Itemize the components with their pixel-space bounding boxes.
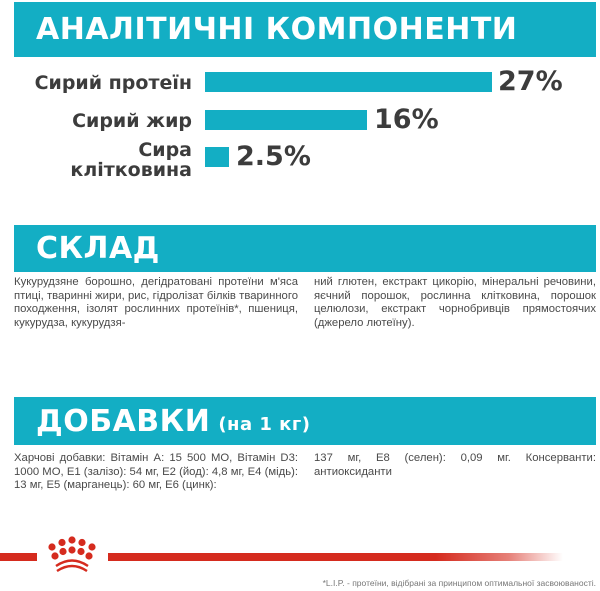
brand-line-left <box>0 553 37 561</box>
additives-text-right: 137 мг, Е8 (селен): 0,09 мг. Консерванти… <box>314 452 596 478</box>
analytical-components-header: АНАЛІТИЧНІ КОМПОНЕНТИ <box>14 2 596 57</box>
chart-label-line1: Сира <box>138 139 192 161</box>
composition-header: СКЛАД <box>14 225 596 272</box>
chart-row-fat: Сирий жир 16% <box>0 105 600 145</box>
additives-header: ДОБАВКИ (на 1 кг) <box>14 397 596 445</box>
chart-label: Сирий протеїн <box>34 72 192 94</box>
chart-row-fiber: Сира клітковина 2.5% <box>0 140 600 180</box>
chart-value: 16% <box>374 104 439 135</box>
crown-icon <box>48 536 96 573</box>
chart-value: 27% <box>498 66 563 97</box>
chart-bar <box>205 72 492 92</box>
additives-title: ДОБАВКИ <box>36 403 211 439</box>
composition-text-right: ний глютен, екстракт цикорію, мінеральні… <box>314 276 596 329</box>
chart-label: Сира клітковина <box>70 140 192 180</box>
chart-label-line2: клітковина <box>70 159 192 181</box>
chart-row-protein: Сирий протеїн 27% <box>0 67 600 107</box>
additives-text-left: Харчові добавки: Вітамін А: 15 500 МО, В… <box>14 452 298 492</box>
footnote: *L.I.P. - протеїни, відібрані за принцип… <box>322 578 596 588</box>
analytical-components-title: АНАЛІТИЧНІ КОМПОНЕНТИ <box>36 12 518 47</box>
chart-bar <box>205 147 229 167</box>
composition-title: СКЛАД <box>36 231 160 266</box>
chart-value: 2.5% <box>236 141 311 172</box>
additives-subtitle: (на 1 кг) <box>218 413 311 435</box>
brand-line-right <box>108 553 563 561</box>
chart-bar <box>205 110 367 130</box>
chart-label: Сирий жир <box>72 110 192 132</box>
composition-text-left: Кукурудзяне борошно, дегідратовані проте… <box>14 276 298 329</box>
